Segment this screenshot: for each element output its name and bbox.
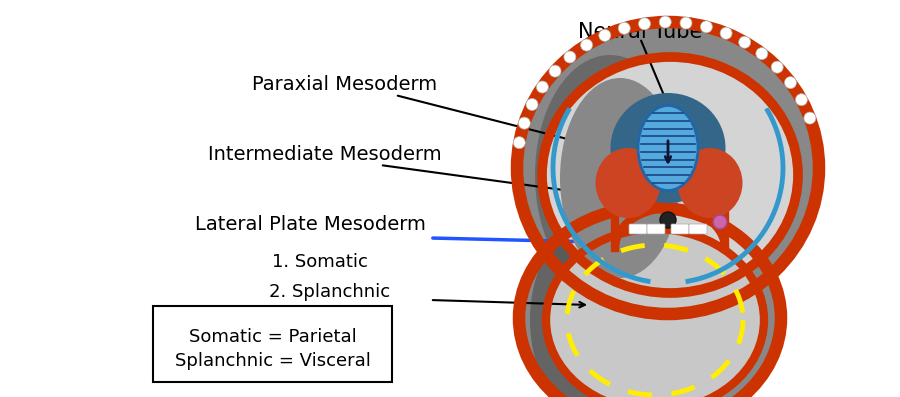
Circle shape [713, 215, 727, 229]
Ellipse shape [638, 106, 698, 191]
Ellipse shape [678, 148, 742, 218]
Text: 1. Somatic: 1. Somatic [272, 253, 368, 271]
Ellipse shape [560, 78, 680, 278]
Circle shape [739, 36, 751, 48]
Ellipse shape [530, 220, 660, 397]
Circle shape [804, 112, 816, 124]
FancyBboxPatch shape [629, 224, 647, 234]
Ellipse shape [545, 227, 765, 397]
FancyBboxPatch shape [689, 224, 707, 234]
Circle shape [700, 21, 713, 33]
Circle shape [796, 94, 807, 106]
Text: Intermediate Mesoderm: Intermediate Mesoderm [208, 145, 442, 164]
Text: Lateral Plate Mesoderm: Lateral Plate Mesoderm [194, 215, 426, 234]
Text: Paraxial Mesoderm: Paraxial Mesoderm [252, 75, 437, 94]
Circle shape [618, 22, 630, 34]
Circle shape [526, 98, 538, 110]
Circle shape [598, 29, 611, 41]
Circle shape [720, 27, 732, 39]
Circle shape [659, 16, 671, 28]
Circle shape [771, 61, 783, 73]
Ellipse shape [542, 55, 802, 295]
Ellipse shape [518, 23, 818, 313]
Text: Neural Tube: Neural Tube [578, 22, 702, 42]
Ellipse shape [610, 93, 725, 203]
Circle shape [638, 18, 651, 30]
Circle shape [518, 117, 530, 129]
Circle shape [549, 65, 561, 77]
Circle shape [756, 48, 768, 60]
FancyBboxPatch shape [647, 224, 665, 234]
Text: 2. Splanchnic: 2. Splanchnic [269, 283, 391, 301]
Circle shape [536, 81, 548, 93]
Ellipse shape [596, 148, 661, 218]
Ellipse shape [535, 55, 685, 295]
Circle shape [680, 17, 692, 29]
Ellipse shape [520, 208, 780, 397]
Text: Splanchnic = Visceral: Splanchnic = Visceral [175, 352, 371, 370]
FancyBboxPatch shape [671, 224, 689, 234]
Circle shape [660, 212, 676, 228]
Circle shape [580, 39, 592, 51]
Circle shape [785, 77, 796, 89]
FancyBboxPatch shape [153, 306, 392, 382]
Text: Somatic = Parietal: Somatic = Parietal [189, 328, 356, 346]
Circle shape [564, 51, 576, 63]
Circle shape [513, 137, 526, 148]
